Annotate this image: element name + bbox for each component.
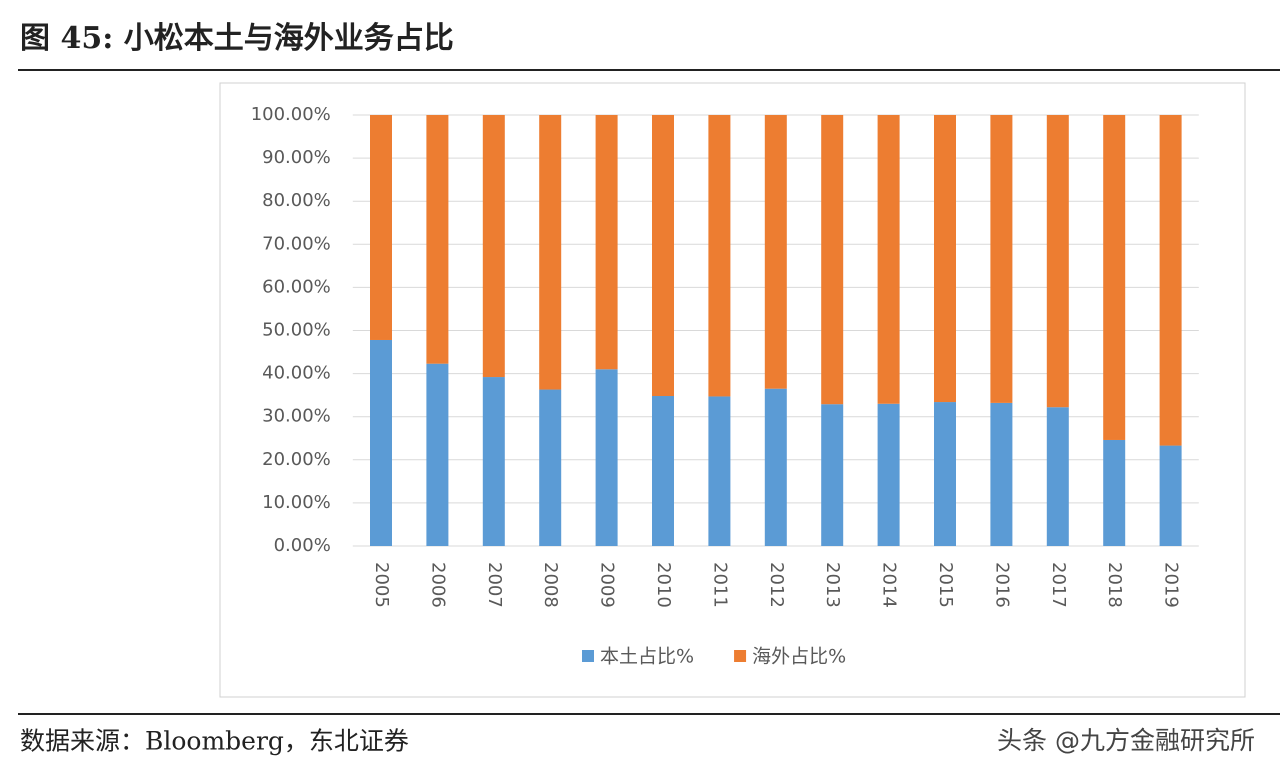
bar-segment: [877, 403, 900, 546]
y-tick-label: 80.00%: [262, 190, 331, 211]
x-tick-label: 2015: [935, 562, 956, 608]
bar-segment: [482, 115, 505, 378]
bar-segment: [764, 388, 787, 546]
y-tick-label: 90.00%: [262, 147, 331, 168]
x-tick-label: 2014: [879, 562, 900, 608]
bar-segment: [1046, 407, 1069, 546]
x-tick-label: 2017: [1048, 562, 1069, 608]
x-tick-label: 2011: [709, 562, 730, 608]
y-tick-label: 60.00%: [262, 276, 331, 297]
legend-label: 海外占比%: [752, 646, 846, 668]
y-tick-label: 10.00%: [262, 492, 331, 513]
x-tick-label: 2009: [597, 562, 618, 608]
bar-segment: [764, 115, 787, 389]
y-tick-label: 20.00%: [262, 449, 331, 470]
bar-segment: [652, 396, 674, 546]
x-tick-label: 2006: [427, 562, 448, 608]
y-tick-label: 40.00%: [262, 363, 331, 384]
x-tick-label: 2010: [653, 562, 674, 608]
source: 数据来源：Bloomberg，东北证券: [20, 727, 409, 756]
y-tick-label: 70.00%: [262, 233, 331, 254]
bar-segment: [1159, 115, 1182, 446]
bar-segment: [652, 115, 674, 397]
x-tick-label: 2019: [1161, 562, 1182, 608]
bar-segment: [482, 377, 505, 546]
bar-segment: [990, 115, 1013, 403]
legend-label: 本土占比%: [600, 646, 694, 668]
legend-swatch: [734, 650, 747, 662]
x-tick-label: 2007: [484, 562, 505, 608]
figure-title: 图 45: 小松本土与海外业务占比: [20, 21, 454, 56]
x-tick-label: 2005: [371, 562, 392, 608]
bar-segment: [426, 115, 449, 364]
x-tick-label: 2016: [991, 562, 1012, 608]
bar-segment: [708, 115, 731, 397]
bar-segment: [934, 402, 956, 546]
bar-segment: [708, 396, 731, 546]
bar-segment: [370, 339, 392, 546]
x-tick-label: 2013: [822, 562, 843, 608]
bar-segment: [426, 363, 449, 546]
bar-segment: [934, 115, 956, 403]
bar-segment: [821, 404, 844, 546]
bar-segment: [1103, 115, 1126, 440]
bar-segment: [1159, 445, 1182, 546]
x-tick-label: 2012: [766, 562, 787, 608]
bar-segment: [595, 369, 618, 546]
bar-segment: [595, 115, 618, 370]
bar-segment: [877, 115, 900, 404]
bar-segment: [1103, 439, 1126, 546]
y-tick-label: 50.00%: [262, 320, 331, 341]
y-tick-label: 30.00%: [262, 406, 331, 427]
bar-segment: [539, 389, 562, 546]
watermark: 头条 @九方金融研究所: [997, 726, 1255, 755]
bar-segment: [539, 115, 562, 390]
bar-segment: [1046, 115, 1069, 408]
legend-swatch: [582, 650, 594, 662]
bar-segment: [370, 115, 392, 340]
y-tick-label: 100.00%: [251, 104, 331, 125]
y-tick-label: 0.00%: [274, 535, 331, 556]
bar-segment: [821, 115, 844, 405]
x-tick-label: 2008: [540, 562, 561, 608]
chart: 0.00% 10.00% 20.00% 30.00% 40.00% 50.00% 60.00…: [251, 104, 1199, 668]
bar-segment: [990, 402, 1013, 546]
x-tick-label: 2018: [1104, 562, 1125, 608]
